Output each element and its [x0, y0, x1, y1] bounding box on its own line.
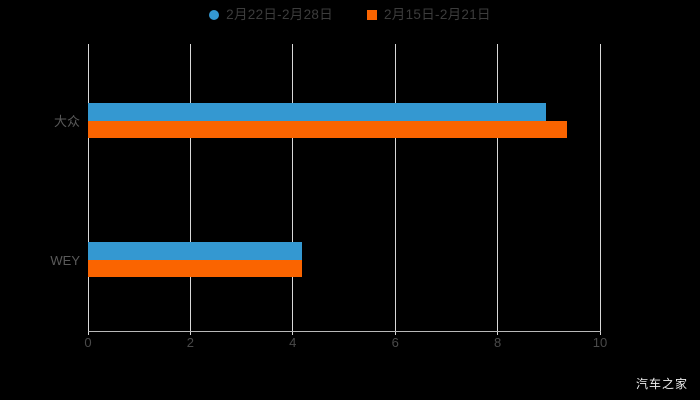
watermark: 汽车之家 — [635, 377, 688, 391]
y-axis-label: 大众 — [53, 114, 80, 129]
legend-item-series-2[interactable]: 2月15日-2月21日 — [367, 8, 491, 22]
chart-legend: 2月22日-2月28日 2月15日-2月21日 — [0, 8, 700, 22]
gridline — [394, 44, 396, 335]
gridline — [189, 44, 191, 335]
bar[interactable] — [88, 242, 303, 260]
legend-dot-icon — [209, 9, 220, 20]
x-tick-label: 2 — [186, 335, 195, 350]
gridline — [292, 44, 294, 335]
legend-item-series-1[interactable]: 2月22日-2月28日 — [209, 8, 333, 22]
gridline — [87, 44, 89, 335]
legend-label-series-1: 2月22日-2月28日 — [226, 7, 333, 22]
bar[interactable] — [88, 260, 303, 277]
x-tick-label: 0 — [84, 335, 92, 350]
bar[interactable] — [88, 121, 567, 138]
gridline — [497, 44, 499, 335]
y-axis-label: WEY — [50, 253, 80, 268]
gridline — [599, 44, 601, 335]
legend-label-series-2: 2月15日-2月21日 — [384, 7, 491, 22]
x-axis-line — [88, 331, 601, 332]
x-tick-label: 10 — [592, 335, 608, 350]
x-tick-label: 8 — [493, 335, 502, 350]
legend-square-icon — [367, 9, 377, 20]
bar[interactable] — [88, 103, 547, 121]
x-tick-label: 6 — [391, 335, 399, 350]
plot-area — [88, 48, 600, 331]
x-tick-label: 4 — [289, 335, 297, 350]
